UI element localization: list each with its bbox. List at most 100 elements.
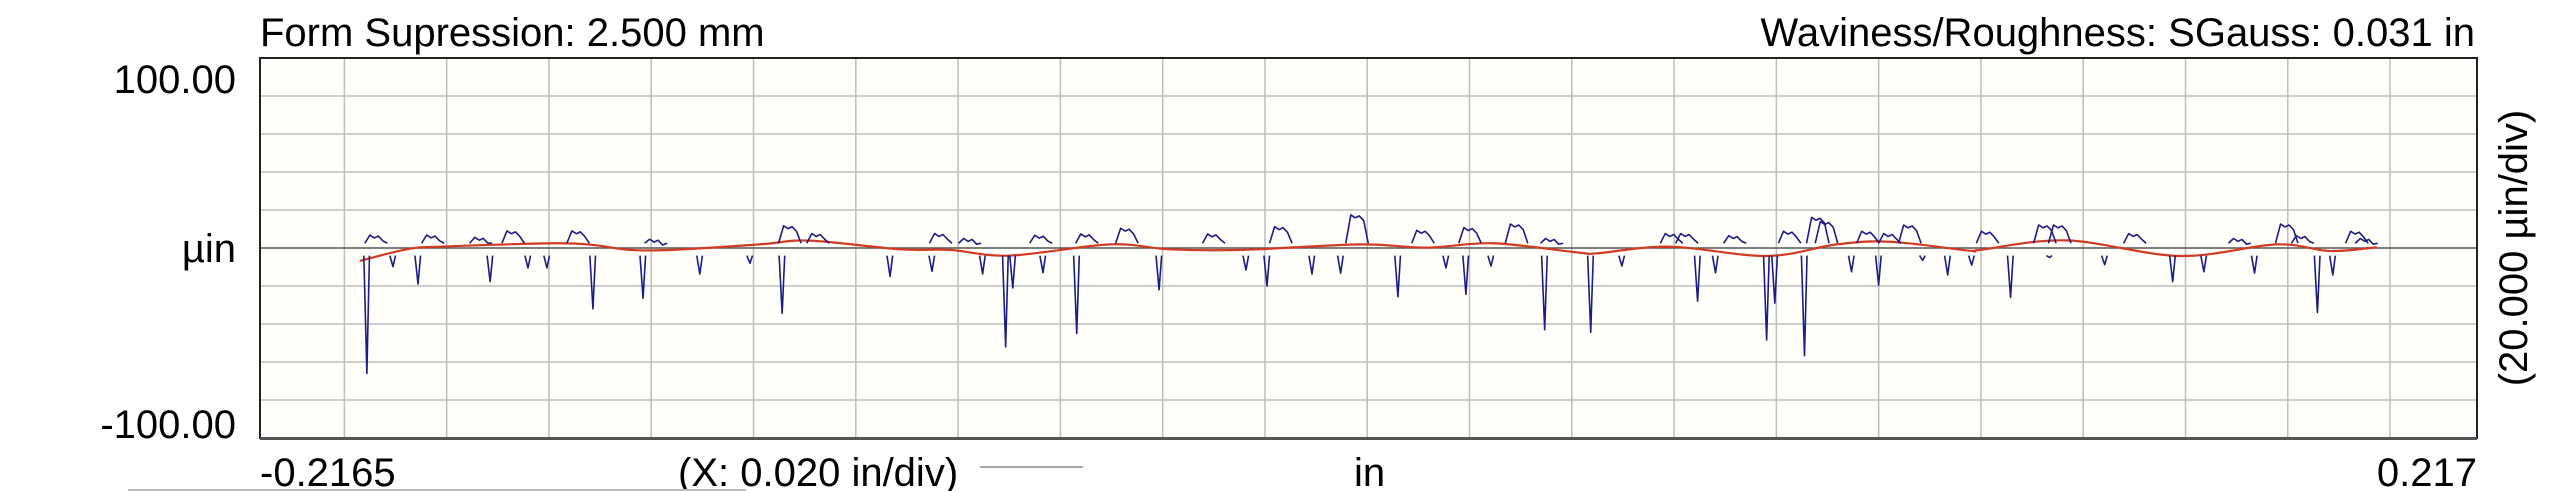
roughness-peak	[1540, 237, 1564, 245]
roughness-valley	[1263, 255, 1271, 287]
roughness-valley	[1394, 255, 1402, 298]
roughness-valley	[1943, 255, 1952, 276]
roughness-peak	[2227, 237, 2252, 245]
roughness-valley	[524, 255, 532, 269]
y-axis-unit-label: µin	[182, 227, 236, 271]
waviness-line	[359, 239, 2377, 262]
roughness-peak	[1410, 229, 1435, 244]
roughness-peak	[1504, 223, 1529, 244]
y-tick-label-top: 100.00	[114, 58, 236, 102]
roughness-peak	[1805, 216, 1830, 244]
roughness-valley	[1008, 255, 1017, 289]
x-tick-label-left: -0.2165	[260, 451, 396, 491]
roughness-valley	[1800, 255, 1808, 357]
roughness-valley	[2168, 255, 2177, 283]
roughness-valley	[2200, 255, 2208, 273]
waviness-series	[359, 239, 2377, 262]
roughness-peak	[2290, 234, 2315, 244]
roughness-valley	[1462, 255, 1470, 296]
roughness-valley	[639, 255, 647, 300]
roughness-peak	[1659, 232, 1684, 244]
roughness-peak	[501, 230, 526, 244]
roughness-peak	[1344, 214, 1370, 244]
roughness-peak	[2047, 224, 2072, 244]
roughness-valley	[746, 255, 754, 264]
roughness-valley	[2250, 255, 2258, 274]
roughness-peak	[958, 237, 982, 245]
roughness-peak	[1201, 233, 1226, 244]
roughness-valley	[2328, 255, 2337, 276]
roughness-peak	[2122, 232, 2147, 244]
roughness-valley	[886, 255, 894, 278]
roughness-valley	[1242, 255, 1250, 271]
roughness-peak	[1777, 230, 1802, 244]
roughness-peak	[644, 238, 668, 246]
roughness-peak	[1897, 224, 1922, 244]
roughness-valley	[1487, 255, 1495, 267]
roughness-valley	[1847, 255, 1855, 273]
roughness-valley	[928, 255, 936, 273]
roughness-series	[363, 214, 2378, 375]
x-scale-label: (X: 0.020 in/div)	[678, 451, 958, 491]
roughness-peak	[2354, 237, 2378, 245]
roughness-peak	[928, 232, 953, 244]
roughness-peak	[364, 234, 388, 244]
roughness-valley	[1762, 255, 1770, 341]
roughness-valley	[2313, 255, 2321, 314]
roughness-valley	[363, 255, 371, 375]
roughness-peak	[1723, 234, 1747, 244]
roughness-peak	[1814, 220, 1839, 244]
roughness-valley	[1442, 255, 1450, 269]
roughness-valley	[1072, 255, 1081, 335]
x-tick-label-right: 0.217	[2377, 451, 2477, 491]
roughness-peak	[2274, 223, 2299, 244]
roughness-valley	[414, 255, 422, 285]
roughness-valley	[389, 255, 397, 268]
roughness-valley	[486, 255, 494, 283]
y-scale-label: (20.000 µin/div)	[2492, 110, 2536, 387]
roughness-valley	[543, 255, 551, 269]
roughness-valley	[1308, 255, 1316, 275]
roughness-peak	[1029, 234, 1053, 244]
form-suppression-title: Form Supression: 2.500 mm	[260, 11, 765, 55]
roughness-valley	[1874, 255, 1882, 286]
roughness-valley	[1693, 255, 1701, 302]
roughness-valley	[1711, 255, 1719, 274]
roughness-valley	[1770, 255, 1779, 304]
roughness-valley	[2100, 255, 2109, 266]
roughness-peak	[2344, 230, 2369, 244]
roughness-peak	[1975, 230, 2000, 244]
y-tick-label-bottom: -100.00	[100, 403, 236, 447]
roughness-valley	[1155, 255, 1163, 291]
roughness-peak	[777, 224, 802, 244]
roughness-valley	[778, 255, 786, 315]
roughness-valley	[1336, 255, 1344, 274]
x-axis-unit-label: in	[1354, 451, 1385, 491]
roughness-valley	[2006, 255, 2014, 299]
roughness-peak	[420, 234, 445, 244]
roughness-valley	[589, 255, 597, 310]
roughness-valley	[1618, 255, 1626, 267]
roughness-peak	[2032, 224, 2057, 244]
roughness-peak	[1674, 232, 1699, 244]
roughness-peak	[566, 230, 591, 244]
roughness-valley	[978, 255, 986, 275]
roughness-peak	[1458, 226, 1482, 244]
roughness-valley	[1039, 255, 1047, 274]
waviness-roughness-title: Waviness/Roughness: SGauss: 0.031 in	[1761, 11, 2475, 55]
roughness-valley	[1967, 255, 1976, 266]
roughness-valley	[1540, 255, 1549, 331]
roughness-valley	[1586, 255, 1595, 334]
roughness-peak	[1075, 233, 1099, 244]
roughness-valley	[2045, 254, 2053, 259]
roughness-peak	[1877, 232, 1902, 244]
roughness-valley	[1918, 255, 1926, 262]
roughness-peak	[1114, 227, 1139, 244]
roughness-peak	[469, 236, 493, 245]
roughness-valley	[695, 255, 704, 275]
roughness-peak	[1268, 225, 1293, 244]
roughness-peak	[805, 232, 830, 244]
roughness-valley	[1001, 255, 1010, 348]
roughness-peak	[1855, 230, 1880, 244]
